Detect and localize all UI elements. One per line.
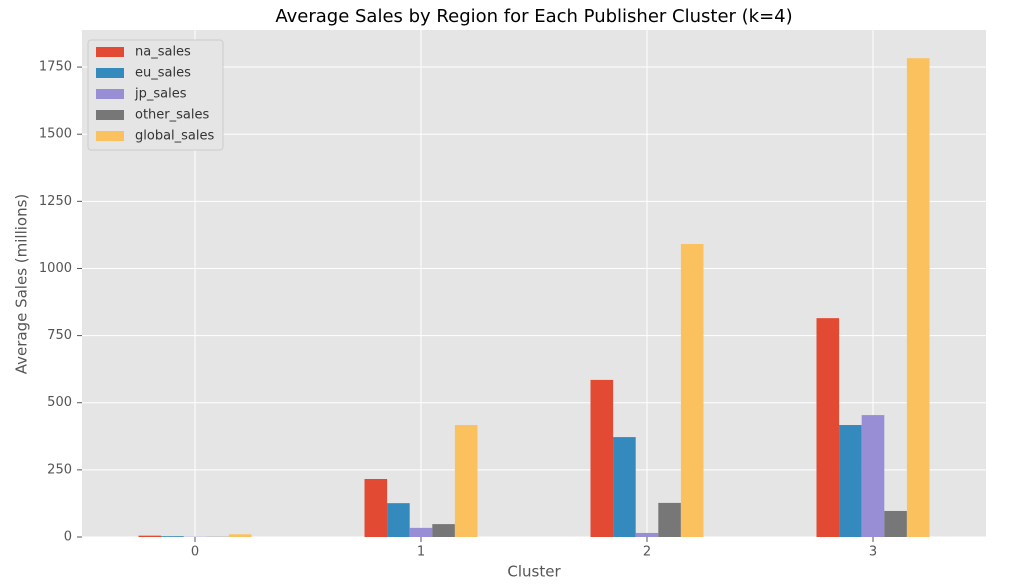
- y-tick-label: 1000: [39, 261, 72, 276]
- legend-swatch: [96, 68, 124, 78]
- bar: [387, 503, 410, 537]
- legend-label: jp_sales: [134, 87, 187, 102]
- x-axis-label: Cluster: [507, 563, 561, 581]
- x-tick-label: 3: [869, 545, 877, 560]
- y-tick-label: 1250: [39, 194, 72, 209]
- y-tick-label: 1750: [39, 60, 72, 75]
- bar: [364, 478, 388, 537]
- legend-label: na_sales: [135, 45, 191, 60]
- legend-label: global_sales: [135, 129, 214, 144]
- x-tick-label: 2: [643, 545, 651, 560]
- bar: [906, 58, 930, 537]
- y-tick-label: 500: [47, 395, 72, 410]
- bar: [658, 502, 681, 537]
- legend-label: eu_sales: [135, 66, 191, 81]
- bar: [590, 379, 614, 537]
- chart-title: Average Sales by Region for Each Publish…: [275, 6, 792, 27]
- bar: [228, 534, 252, 537]
- bar: [432, 524, 455, 537]
- bar: [839, 425, 862, 537]
- y-tick-label: 0: [64, 530, 72, 545]
- y-axis-label: Average Sales (millions): [13, 194, 31, 375]
- bar: [884, 510, 907, 537]
- legend-swatch: [96, 89, 124, 99]
- bar: [861, 415, 885, 537]
- bar: [680, 244, 704, 537]
- bar: [635, 532, 659, 537]
- bar: [161, 536, 184, 537]
- y-tick-label: 1500: [39, 127, 72, 142]
- x-tick-label: 1: [417, 545, 425, 560]
- bar: [454, 425, 478, 537]
- legend-label: other_sales: [135, 108, 209, 123]
- y-tick-label: 750: [47, 328, 72, 343]
- legend-swatch: [96, 47, 124, 57]
- bar: [816, 318, 840, 537]
- legend-swatch: [96, 110, 124, 120]
- legend-swatch: [96, 131, 124, 141]
- bar: [138, 535, 162, 537]
- legend-box: [87, 39, 224, 151]
- bar: [613, 437, 636, 537]
- x-tick-label: 0: [191, 545, 199, 560]
- bar: [409, 527, 433, 537]
- y-tick-label: 250: [47, 462, 72, 477]
